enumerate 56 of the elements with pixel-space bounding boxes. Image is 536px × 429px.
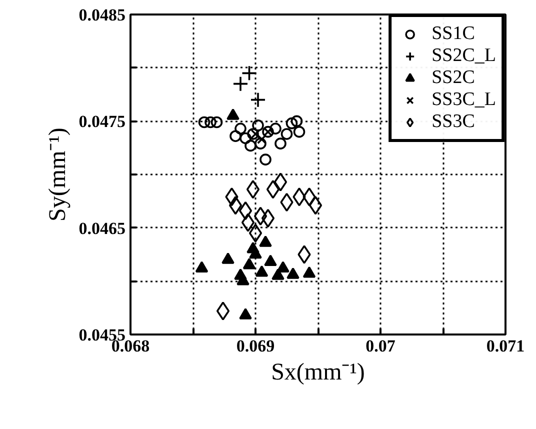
point [302, 266, 316, 278]
point [242, 258, 256, 270]
point [286, 268, 300, 279]
point [254, 138, 266, 150]
point [252, 120, 264, 132]
point [280, 128, 293, 140]
point [254, 206, 268, 226]
x-tick-label: 0.069 [236, 336, 275, 356]
point [234, 122, 246, 135]
point [246, 242, 260, 254]
point [266, 180, 280, 199]
point [228, 196, 242, 215]
legend-label: SS2C_L [432, 45, 496, 67]
point [290, 115, 303, 128]
point [270, 122, 282, 135]
point [298, 245, 311, 264]
point [241, 65, 258, 82]
point [248, 224, 262, 243]
point [274, 138, 286, 150]
y-axis-title: Sy(mm⁻¹) [44, 128, 71, 222]
point [286, 117, 298, 130]
x-tick-label: 0.07 [366, 336, 396, 356]
legend-label: SS3C [432, 111, 475, 133]
point [241, 213, 255, 232]
legend-label: SS2C [432, 67, 475, 89]
point [274, 172, 288, 192]
point [260, 154, 272, 166]
point [225, 188, 238, 206]
point [246, 180, 260, 199]
point [308, 196, 322, 215]
point [259, 236, 272, 247]
point [232, 76, 248, 92]
point [204, 116, 216, 128]
point [198, 116, 210, 128]
point [276, 261, 290, 272]
legend-label: SS3C_L [432, 89, 496, 111]
y-tick-label: 0.0475 [78, 112, 126, 132]
point [272, 268, 284, 280]
point [222, 252, 234, 264]
point [239, 308, 252, 320]
point [293, 126, 306, 138]
y-tick-label: 0.0465 [78, 218, 126, 238]
point [210, 116, 223, 128]
point [250, 92, 266, 108]
point [230, 130, 242, 142]
legend-label: SS1C [432, 23, 475, 45]
point [255, 265, 268, 277]
x-axis-title: Sx(mm⁻¹) [271, 360, 365, 386]
point [261, 208, 275, 228]
point [238, 201, 252, 220]
point [292, 188, 306, 206]
point [195, 261, 208, 272]
point [302, 188, 316, 206]
x-tick-label: 0.071 [486, 336, 525, 356]
y-tick-label: 0.0485 [78, 6, 126, 24]
point [264, 254, 277, 266]
